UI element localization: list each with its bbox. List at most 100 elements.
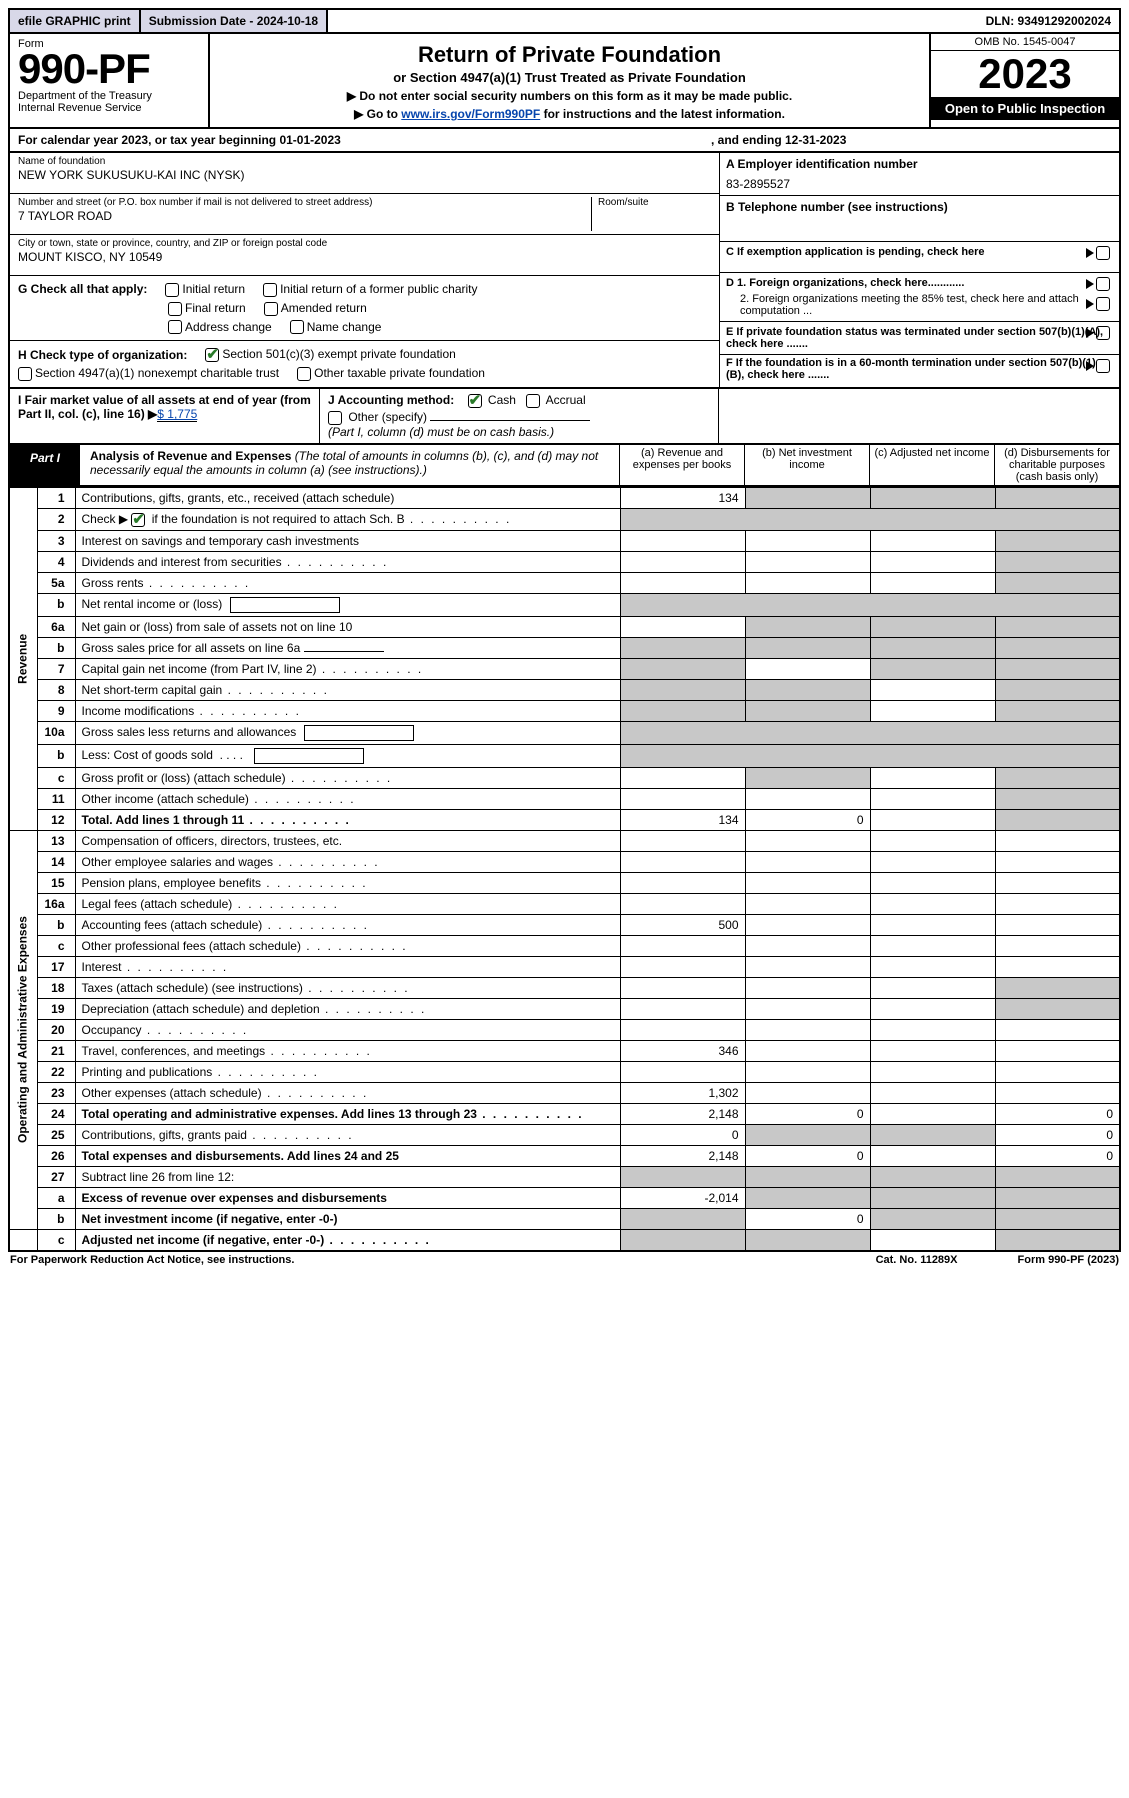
table-row: 15Pension plans, employee benefits: [9, 872, 1120, 893]
cb-accrual[interactable]: [526, 394, 540, 408]
foundation-name-label: Name of foundation: [18, 156, 711, 167]
lbl-initial-pub: Initial return of a former public charit…: [280, 282, 477, 296]
line-label: Contributions, gifts, grants paid: [75, 1124, 620, 1145]
form-number: 990-PF: [18, 50, 200, 88]
cb-sch-b-not-required[interactable]: [131, 513, 145, 527]
line-num: 18: [37, 977, 75, 998]
cb-other-method[interactable]: [328, 411, 342, 425]
col-b-header: (b) Net investment income: [744, 445, 869, 485]
cb-other-taxable[interactable]: [297, 367, 311, 381]
col-c-header: (c) Adjusted net income: [869, 445, 994, 485]
submission-date: Submission Date - 2024-10-18: [141, 10, 328, 32]
foundation-name: NEW YORK SUKUSUKU-KAI INC (NYSK): [18, 168, 711, 182]
cb-cash[interactable]: [468, 394, 482, 408]
line-label: Accounting fees (attach schedule): [75, 914, 620, 935]
cb-501c3[interactable]: [205, 348, 219, 362]
amt-a: 134: [620, 487, 745, 508]
part1-tag: Part I: [10, 445, 80, 485]
line-num: a: [37, 1187, 75, 1208]
table-row: cGross profit or (loss) (attach schedule…: [9, 767, 1120, 788]
line-label: Other employee salaries and wages: [75, 851, 620, 872]
cb-initial-public[interactable]: [263, 283, 277, 297]
amt-a: 500: [620, 914, 745, 935]
table-row: 21Travel, conferences, and meetings346: [9, 1040, 1120, 1061]
amt-b: 0: [745, 1208, 870, 1229]
lbl-initial: Initial return: [182, 282, 245, 296]
lbl-4947: Section 4947(a)(1) nonexempt charitable …: [35, 366, 279, 380]
table-row: 7Capital gain net income (from Part IV, …: [9, 658, 1120, 679]
c-pending-label: C If exemption application is pending, c…: [726, 246, 985, 258]
instr-goto: ▶ Go to www.irs.gov/Form990PF for instru…: [218, 107, 921, 121]
line-num: 13: [37, 830, 75, 851]
table-row: 19Depreciation (attach schedule) and dep…: [9, 998, 1120, 1019]
cb-amended-return[interactable]: [264, 302, 278, 316]
table-row: 11Other income (attach schedule): [9, 788, 1120, 809]
paperwork-notice: For Paperwork Reduction Act Notice, see …: [10, 1254, 294, 1266]
j-label: J Accounting method:: [328, 393, 454, 407]
line-label: Subtract line 26 from line 12:: [75, 1166, 620, 1187]
line-num: 2: [37, 508, 75, 530]
amt-a: 346: [620, 1040, 745, 1061]
cb-final-return[interactable]: [168, 302, 182, 316]
cb-4947[interactable]: [18, 367, 32, 381]
irs-label: Internal Revenue Service: [18, 102, 200, 114]
line-label: Net investment income (if negative, ente…: [75, 1208, 620, 1229]
cb-address-change[interactable]: [168, 320, 182, 334]
cb-name-change[interactable]: [290, 320, 304, 334]
line-label: Gross sales price for all assets on line…: [75, 637, 620, 658]
table-row: 18Taxes (attach schedule) (see instructi…: [9, 977, 1120, 998]
amt-a: 0: [620, 1124, 745, 1145]
line-num: 17: [37, 956, 75, 977]
b-phone-label: B Telephone number (see instructions): [726, 200, 1113, 214]
line-label: Dividends and interest from securities: [75, 551, 620, 572]
f-60month-label: F If the foundation is in a 60-month ter…: [726, 357, 1096, 381]
part1-header: Part I Analysis of Revenue and Expenses …: [8, 445, 1121, 487]
amt-d: 0: [995, 1145, 1120, 1166]
line-label: Total. Add lines 1 through 11: [75, 809, 620, 830]
tax-year: 2023: [931, 51, 1119, 97]
cb-initial-return[interactable]: [165, 283, 179, 297]
line-label: Adjusted net income (if negative, enter …: [75, 1229, 620, 1251]
open-public-badge: Open to Public Inspection: [931, 97, 1119, 120]
d1-foreign-label: D 1. Foreign organizations, check here..…: [726, 277, 964, 289]
part1-title: Analysis of Revenue and Expenses: [90, 449, 291, 463]
line-num: 23: [37, 1082, 75, 1103]
line-label: Total operating and administrative expen…: [75, 1103, 620, 1124]
line-num: 20: [37, 1019, 75, 1040]
table-row: 3Interest on savings and temporary cash …: [9, 530, 1120, 551]
instr-pre: ▶ Go to: [354, 107, 401, 121]
line-num: 25: [37, 1124, 75, 1145]
i-fmv-value[interactable]: $ 1,775: [157, 407, 197, 422]
lbl-accrual: Accrual: [546, 393, 586, 407]
amt-d: 0: [995, 1103, 1120, 1124]
amt-a: 134: [620, 809, 745, 830]
cb-85pct-test[interactable]: [1096, 297, 1110, 311]
amt-d: 0: [995, 1124, 1120, 1145]
amt-b: 0: [745, 1145, 870, 1166]
year-end: , and ending 12-31-2023: [711, 133, 1111, 147]
table-row: bGross sales price for all assets on lin…: [9, 637, 1120, 658]
top-bar: efile GRAPHIC print Submission Date - 20…: [8, 8, 1121, 34]
irs-link[interactable]: www.irs.gov/Form990PF: [401, 107, 540, 121]
table-row: 25Contributions, gifts, grants paid00: [9, 1124, 1120, 1145]
table-row: 23Other expenses (attach schedule)1,302: [9, 1082, 1120, 1103]
line-label: Net rental income or (loss): [75, 593, 620, 616]
table-row: 17Interest: [9, 956, 1120, 977]
form-header: Form 990-PF Department of the Treasury I…: [8, 34, 1121, 129]
cb-exemption-pending[interactable]: [1096, 246, 1110, 260]
line-num: 12: [37, 809, 75, 830]
line-label: Other professional fees (attach schedule…: [75, 935, 620, 956]
table-row: 20Occupancy: [9, 1019, 1120, 1040]
cb-status-terminated[interactable]: [1096, 326, 1110, 340]
line-num: 15: [37, 872, 75, 893]
cb-60month[interactable]: [1096, 359, 1110, 373]
table-row: 8Net short-term capital gain: [9, 679, 1120, 700]
efile-print-button[interactable]: efile GRAPHIC print: [10, 10, 141, 32]
line-label: Pension plans, employee benefits: [75, 872, 620, 893]
cb-foreign-org[interactable]: [1096, 277, 1110, 291]
line-label: Occupancy: [75, 1019, 620, 1040]
r2-pre: Check ▶: [82, 512, 132, 526]
city-label: City or town, state or province, country…: [18, 238, 711, 249]
line-label: Check ▶ if the foundation is not require…: [75, 508, 620, 530]
table-row: bNet investment income (if negative, ent…: [9, 1208, 1120, 1229]
